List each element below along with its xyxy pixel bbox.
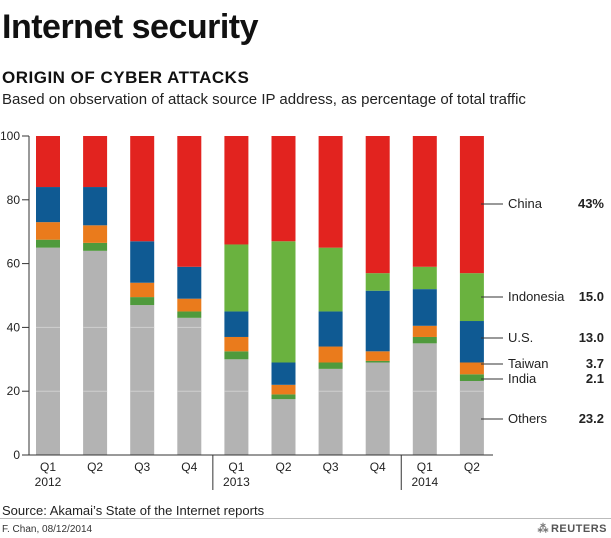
x-tick-label: 2013 [223,475,250,489]
bar-segment-others [271,399,296,455]
legend-value: 43% [578,196,604,211]
bar-segment-us [177,266,202,299]
x-tick-label: Q3 [134,460,150,474]
legend-value: 15.0 [579,289,604,304]
bar-segment-others [177,317,202,455]
legend-value: 2.1 [586,371,604,386]
legend-label: U.S. [508,330,533,345]
x-tick-label: Q1 [40,460,56,474]
credit-note: F. Chan, 08/12/2014 [2,524,93,535]
y-tick-label: 20 [7,384,21,398]
bar-segment-india [224,351,249,360]
bar-segment-india [177,311,202,318]
bar-segment-taiwan [271,384,296,395]
bar-segment-india [318,362,343,369]
bar-segment-others [459,380,484,455]
legend-label: China [508,196,543,211]
legend-label: India [508,371,537,386]
footer-divider [0,518,611,519]
bar-segment-china [365,136,390,274]
bar-segment-china [224,136,249,245]
bar-segment-others [318,368,343,455]
bar-segment-china [318,136,343,248]
bar-segment-indonesia [271,241,296,363]
bar-segment-others [412,343,437,455]
bar-segment-taiwan [365,351,390,361]
x-tick-label: Q1 [417,460,433,474]
bar-segment-india [83,242,108,251]
legend-value: 23.2 [579,411,604,426]
legend-label: Indonesia [508,289,565,304]
bar-segment-taiwan [36,222,60,240]
reuters-logo: ⁂ REUTERS [537,522,607,535]
y-tick-label: 60 [7,257,21,271]
legend-value: 13.0 [579,330,604,345]
bar-segment-us [83,187,108,226]
x-tick-label: Q3 [323,460,339,474]
bar-segment-china [36,136,60,188]
x-tick-label: Q2 [275,460,291,474]
bar-segment-others [224,359,249,455]
bar-segment-others [83,250,108,455]
bar-segment-china [412,136,437,267]
bar-segment-india [271,394,296,400]
chart-description: Based on observation of attack source IP… [2,91,526,108]
chart-subtitle: ORIGIN OF CYBER ATTACKS [2,68,250,87]
x-tick-label: Q1 [228,460,244,474]
bar-segment-india [459,374,484,381]
bar-segment-taiwan [412,325,437,337]
bar-segment-us [271,362,296,385]
source-note: Source: Akamai’s State of the Internet r… [2,503,265,518]
bar-segment-others [365,362,390,455]
bar-segment-others [130,305,155,455]
legend-value: 3.7 [586,356,604,371]
bar-segment-india [365,360,390,363]
bar-segment-india [130,297,155,306]
bar-segment-taiwan [177,298,202,312]
bar-segment-indonesia [459,273,484,322]
bar-segment-taiwan [318,346,343,363]
bar-segment-taiwan [83,225,108,243]
bar-segment-indonesia [365,273,390,291]
y-tick-label: 100 [0,129,20,143]
x-tick-label: 2012 [35,475,62,489]
bar-segment-us [36,187,60,223]
bar-segment-indonesia [412,266,437,290]
bar-segment-indonesia [318,247,343,312]
y-tick-label: 80 [7,193,21,207]
bar-segment-china [459,136,484,274]
brand-name: REUTERS [550,523,607,535]
bar-segment-india [412,336,437,344]
bar-segment-china [271,136,296,242]
y-tick-label: 40 [7,320,21,334]
bar-segment-us [318,311,343,347]
x-tick-label: Q4 [181,460,197,474]
bar-segment-china [130,136,155,242]
reuters-dot-icon: ⁂ [537,523,549,535]
page-title: Internet security [2,8,259,46]
bar-segment-us [130,241,155,283]
x-tick-label: Q2 [464,460,480,474]
bar-segment-taiwan [224,336,249,352]
x-tick-label: Q4 [370,460,386,474]
bar-segment-taiwan [130,282,155,298]
x-tick-label: 2014 [411,475,438,489]
legend-label: Others [508,411,548,426]
y-tick-label: 0 [13,448,20,462]
bar-segment-us [412,289,437,326]
bar-segment-us [224,311,249,337]
legend-label: Taiwan [508,356,548,371]
bar-segment-indonesia [224,244,249,312]
bar-segment-india [36,239,60,248]
bar-segment-us [365,290,390,352]
x-tick-label: Q2 [87,460,103,474]
bar-segment-taiwan [459,362,484,375]
bar-segment-us [459,321,484,363]
bar-segment-china [177,136,202,267]
bar-segment-china [83,136,108,188]
bar-segment-others [36,247,60,455]
